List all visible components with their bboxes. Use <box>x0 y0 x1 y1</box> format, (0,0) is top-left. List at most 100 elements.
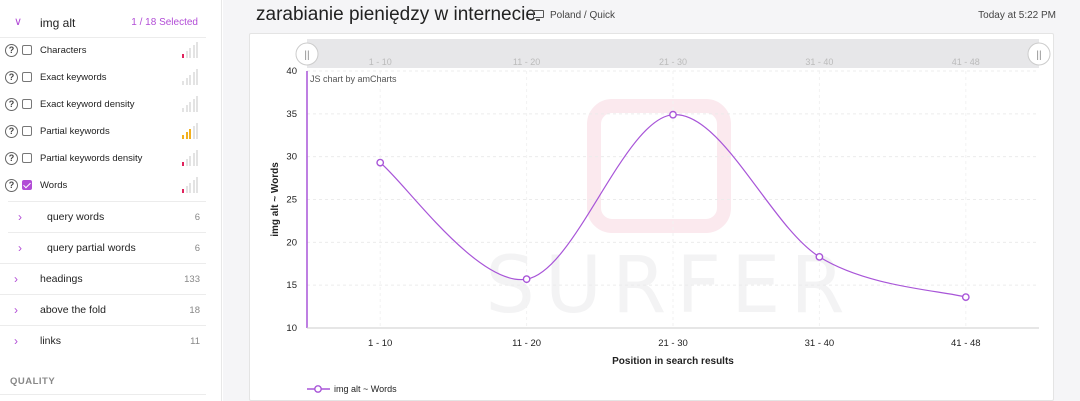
help-icon[interactable]: ? <box>5 98 18 111</box>
x-tick-label: 21 - 30 <box>658 338 688 349</box>
signal-bars-icon <box>182 69 198 85</box>
group-label: above the fold <box>40 304 106 316</box>
metric-label: Partial keywords density <box>40 153 143 164</box>
metric-label: Partial keywords <box>40 126 110 137</box>
signal-bars-icon <box>182 42 198 58</box>
metric-label: Exact keywords <box>40 72 107 83</box>
scrollbar-label: 21 - 30 <box>659 57 687 67</box>
scrollbar-label: 11 - 20 <box>513 57 540 67</box>
page-title: zarabianie pieniędzy w internecie <box>256 4 536 25</box>
x-tick-label: 1 - 10 <box>368 338 392 349</box>
subgroup-item[interactable]: › query partial words 6 <box>8 232 206 263</box>
group-count: 133 <box>184 274 200 285</box>
metric-row[interactable]: ? Characters <box>0 38 206 65</box>
grip-icon: || <box>304 50 309 61</box>
location-label: Poland / Quick <box>550 10 616 21</box>
group-item[interactable]: › above the fold 18 <box>0 294 206 325</box>
group-label: links <box>40 335 62 347</box>
series-line <box>379 114 966 298</box>
monitor-icon <box>533 10 544 21</box>
subgroup-count: 6 <box>194 212 200 223</box>
line-chart: || || 1 - 10 11 - 20 21 - 30 31 - 40 41 - 48 SU… <box>270 39 1051 394</box>
legend-marker <box>314 385 322 393</box>
scroll-grip-left[interactable] <box>295 42 319 66</box>
grip-icon: || <box>1036 50 1041 61</box>
data-point[interactable] <box>522 275 531 284</box>
signal-bars-icon <box>182 123 198 139</box>
timestamp: Today at 5:22 PM <box>978 10 1056 21</box>
subgroup-label: query partial words <box>47 242 136 254</box>
y-tick-label: 10 <box>286 323 297 334</box>
chart-credit: JS chart by amCharts <box>310 74 397 84</box>
metric-row[interactable]: ? Partial keywords <box>0 119 206 146</box>
metric-checkbox[interactable] <box>22 72 32 82</box>
chevron-right-icon: › <box>14 272 18 286</box>
subgroup-item[interactable]: › query words 6 <box>8 201 206 232</box>
chevron-right-icon: › <box>14 303 18 317</box>
x-axis-title: Position in search results <box>612 356 734 367</box>
y-tick-label: 30 <box>286 152 297 163</box>
watermark-logo <box>587 99 731 233</box>
chevron-down-icon: ∨ <box>14 16 23 28</box>
group-item[interactable]: › headings 133 <box>0 263 206 294</box>
group-img-alt[interactable]: ∨ img alt 1 / 18 Selected <box>0 6 206 38</box>
chart-card: || || 1 - 10 11 - 20 21 - 30 31 - 40 41 - 48 SU… <box>249 33 1054 401</box>
metric-label: Words <box>40 180 68 191</box>
data-point[interactable] <box>376 158 385 167</box>
signal-bars-icon <box>182 96 198 112</box>
metric-row[interactable]: ? Words <box>0 173 206 200</box>
data-point[interactable] <box>669 110 677 119</box>
scrollbar-label: 41 - 48 <box>952 57 980 67</box>
metric-checkbox[interactable] <box>22 153 32 163</box>
group-item[interactable]: › links 11 <box>0 325 206 356</box>
divider <box>0 394 206 395</box>
help-icon[interactable]: ? <box>5 125 18 138</box>
metric-checkbox[interactable] <box>22 45 32 55</box>
data-point[interactable] <box>815 252 824 261</box>
metric-checkbox[interactable] <box>22 180 32 190</box>
group-count: 18 <box>189 305 200 316</box>
help-icon[interactable]: ? <box>5 71 18 84</box>
scrollbar-label: 31 - 40 <box>805 57 833 67</box>
chevron-right-icon: › <box>18 210 22 224</box>
help-icon[interactable]: ? <box>5 152 18 165</box>
main-panel: zarabianie pieniędzy w internecie Poland… <box>223 0 1080 401</box>
metric-label: Characters <box>40 45 87 56</box>
signal-bars-icon <box>182 150 198 166</box>
y-tick-label: 15 <box>286 280 297 291</box>
chevron-right-icon: › <box>14 334 18 348</box>
y-tick-label: 35 <box>286 109 297 120</box>
chevron-right-icon: › <box>18 241 22 255</box>
help-icon[interactable]: ? <box>5 179 18 192</box>
location-selector[interactable]: Poland / Quick <box>533 10 615 21</box>
metric-row[interactable]: ? Partial keywords density <box>0 146 206 173</box>
section-quality: QUALITY <box>10 376 56 387</box>
selected-count: 1 / 18 Selected <box>131 17 198 28</box>
signal-bars-icon <box>182 177 198 193</box>
legend-label: img alt ~ Words <box>334 384 397 394</box>
scrollbar-label: 1 - 10 <box>369 57 392 67</box>
group-label: headings <box>40 273 83 285</box>
metric-row[interactable]: ? Exact keywords <box>0 65 206 92</box>
group-title: img alt <box>40 16 76 30</box>
x-tick-label: 11 - 20 <box>512 338 541 349</box>
metric-row[interactable]: ? Exact keyword density <box>0 92 206 119</box>
watermark-text: SURFER <box>485 241 854 331</box>
subgroup-label: query words <box>47 211 105 223</box>
x-tick-label: 41 - 48 <box>951 338 981 349</box>
metric-label: Exact keyword density <box>40 99 135 110</box>
chart-scrollbar <box>307 39 1039 68</box>
x-tick-label: 31 - 40 <box>805 338 835 349</box>
sidebar: ∨ img alt 1 / 18 Selected ? Characters? Ex… <box>0 0 222 401</box>
y-tick-label: 20 <box>286 237 297 248</box>
metric-checkbox[interactable] <box>22 126 32 136</box>
scroll-grip-right[interactable] <box>1027 42 1051 66</box>
group-count: 11 <box>190 336 200 347</box>
data-point[interactable] <box>961 293 970 302</box>
metric-checkbox[interactable] <box>22 99 32 109</box>
help-icon[interactable]: ? <box>5 44 18 57</box>
subgroup-count: 6 <box>194 243 200 254</box>
y-tick-label: 25 <box>286 195 297 206</box>
y-tick-label: 40 <box>286 66 297 77</box>
y-axis-title: img alt ~ Words <box>270 162 281 237</box>
